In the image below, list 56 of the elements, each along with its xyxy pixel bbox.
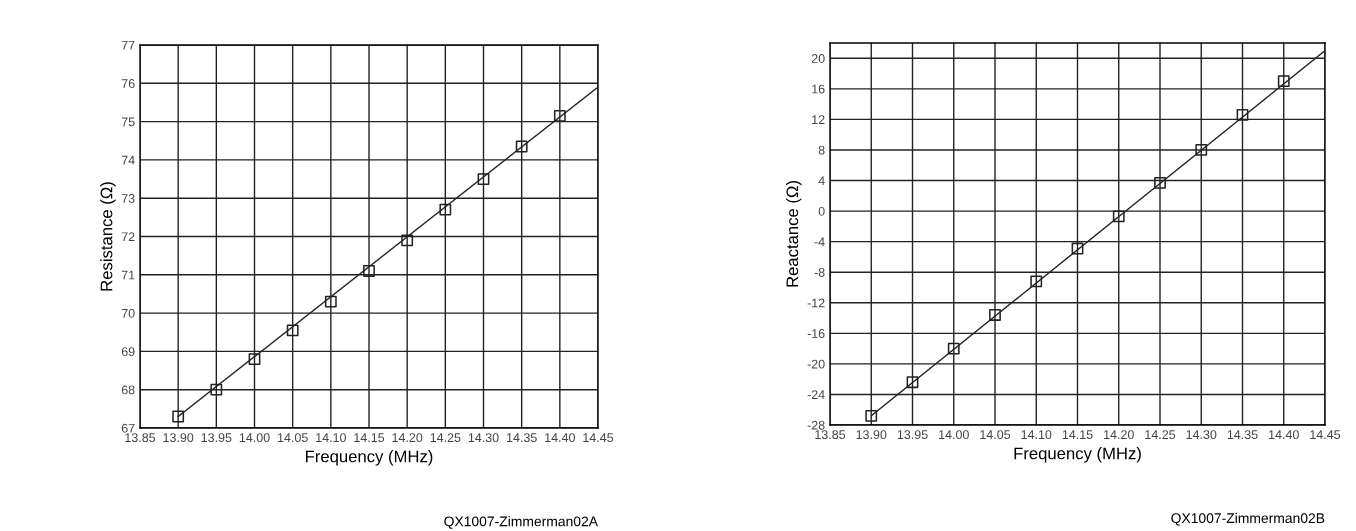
x-tick-label: 14.05 (980, 430, 1011, 440)
x-tick-label: 14.35 (506, 433, 537, 443)
x-tick-label: 13.85 (815, 430, 846, 440)
x-tick-label: 14.20 (392, 433, 423, 443)
x-tick-label: 14.25 (1145, 430, 1176, 440)
y-tick-label: -4 (814, 237, 825, 247)
y-tick-label: 4 (818, 176, 825, 186)
y-tick-label: 71 (121, 270, 135, 280)
x-tick-label: 14.40 (545, 433, 575, 443)
y-tick-label: -24 (807, 390, 825, 399)
y-tick-label: 20 (811, 54, 825, 63)
text: QX1007-Zimmerman02B (1171, 512, 1325, 526)
x-tick-label: 14.15 (1062, 430, 1093, 440)
y-tick-label: 76 (121, 79, 135, 88)
y-tick-label: -12 (807, 298, 825, 308)
x-tick-label: 14.05 (277, 433, 308, 443)
y-tick-label: 69 (121, 347, 135, 357)
y-tick-label: 73 (121, 194, 135, 203)
y-tick-label: -16 (807, 329, 825, 338)
x-tick-label: 14.35 (1227, 430, 1258, 440)
x-tick-label: 14.30 (1186, 430, 1217, 440)
x-tick-label: 13.95 (897, 430, 928, 440)
y-axis-title: Resistance (Ω) (100, 182, 116, 291)
x-axis-title: Frequency (MHz) (1014, 447, 1141, 463)
x-tick-label: 13.95 (201, 433, 232, 443)
y-tick-label: 8 (818, 145, 825, 155)
y-tick-label: 70 (121, 308, 135, 318)
y-axis-title: Reactance (Ω) (785, 181, 802, 287)
x-axis-title: Frequency (MHz) (306, 450, 433, 466)
x-tick-label: 14.30 (468, 433, 499, 443)
y-tick-label: 77 (121, 40, 135, 50)
text: QX1007-Zimmerman02A (444, 516, 598, 529)
y-tick-label: 12 (812, 115, 825, 124)
x-tick-label: 14.45 (1310, 430, 1341, 440)
x-tick-label: 14.10 (1021, 430, 1052, 440)
x-tick-label: 14.00 (239, 433, 270, 443)
y-tick-label: 0 (818, 206, 825, 216)
x-tick-label: 14.25 (430, 433, 461, 443)
x-tick-label: 14.10 (316, 433, 346, 443)
x-tick-label: 14.45 (583, 433, 614, 443)
y-tick-label: 72 (121, 232, 135, 242)
y-tick-label: -20 (807, 359, 825, 369)
y-tick-label: 16 (812, 84, 825, 94)
x-tick-label: 14.40 (1269, 430, 1299, 440)
y-tick-label: -8 (814, 268, 825, 277)
x-tick-label: 14.00 (939, 430, 969, 440)
y-tick-label: -28 (807, 420, 825, 430)
y-tick-label: 74 (121, 155, 135, 165)
x-tick-label: 13.85 (125, 433, 156, 443)
x-tick-label: 14.20 (1104, 430, 1134, 440)
x-tick-label: 13.90 (163, 433, 194, 443)
x-tick-label: 14.15 (354, 433, 385, 443)
y-tick-label: 75 (121, 117, 135, 127)
x-tick-label: 13.90 (856, 430, 887, 440)
y-tick-label: 67 (121, 423, 135, 433)
y-tick-label: 68 (121, 385, 135, 395)
